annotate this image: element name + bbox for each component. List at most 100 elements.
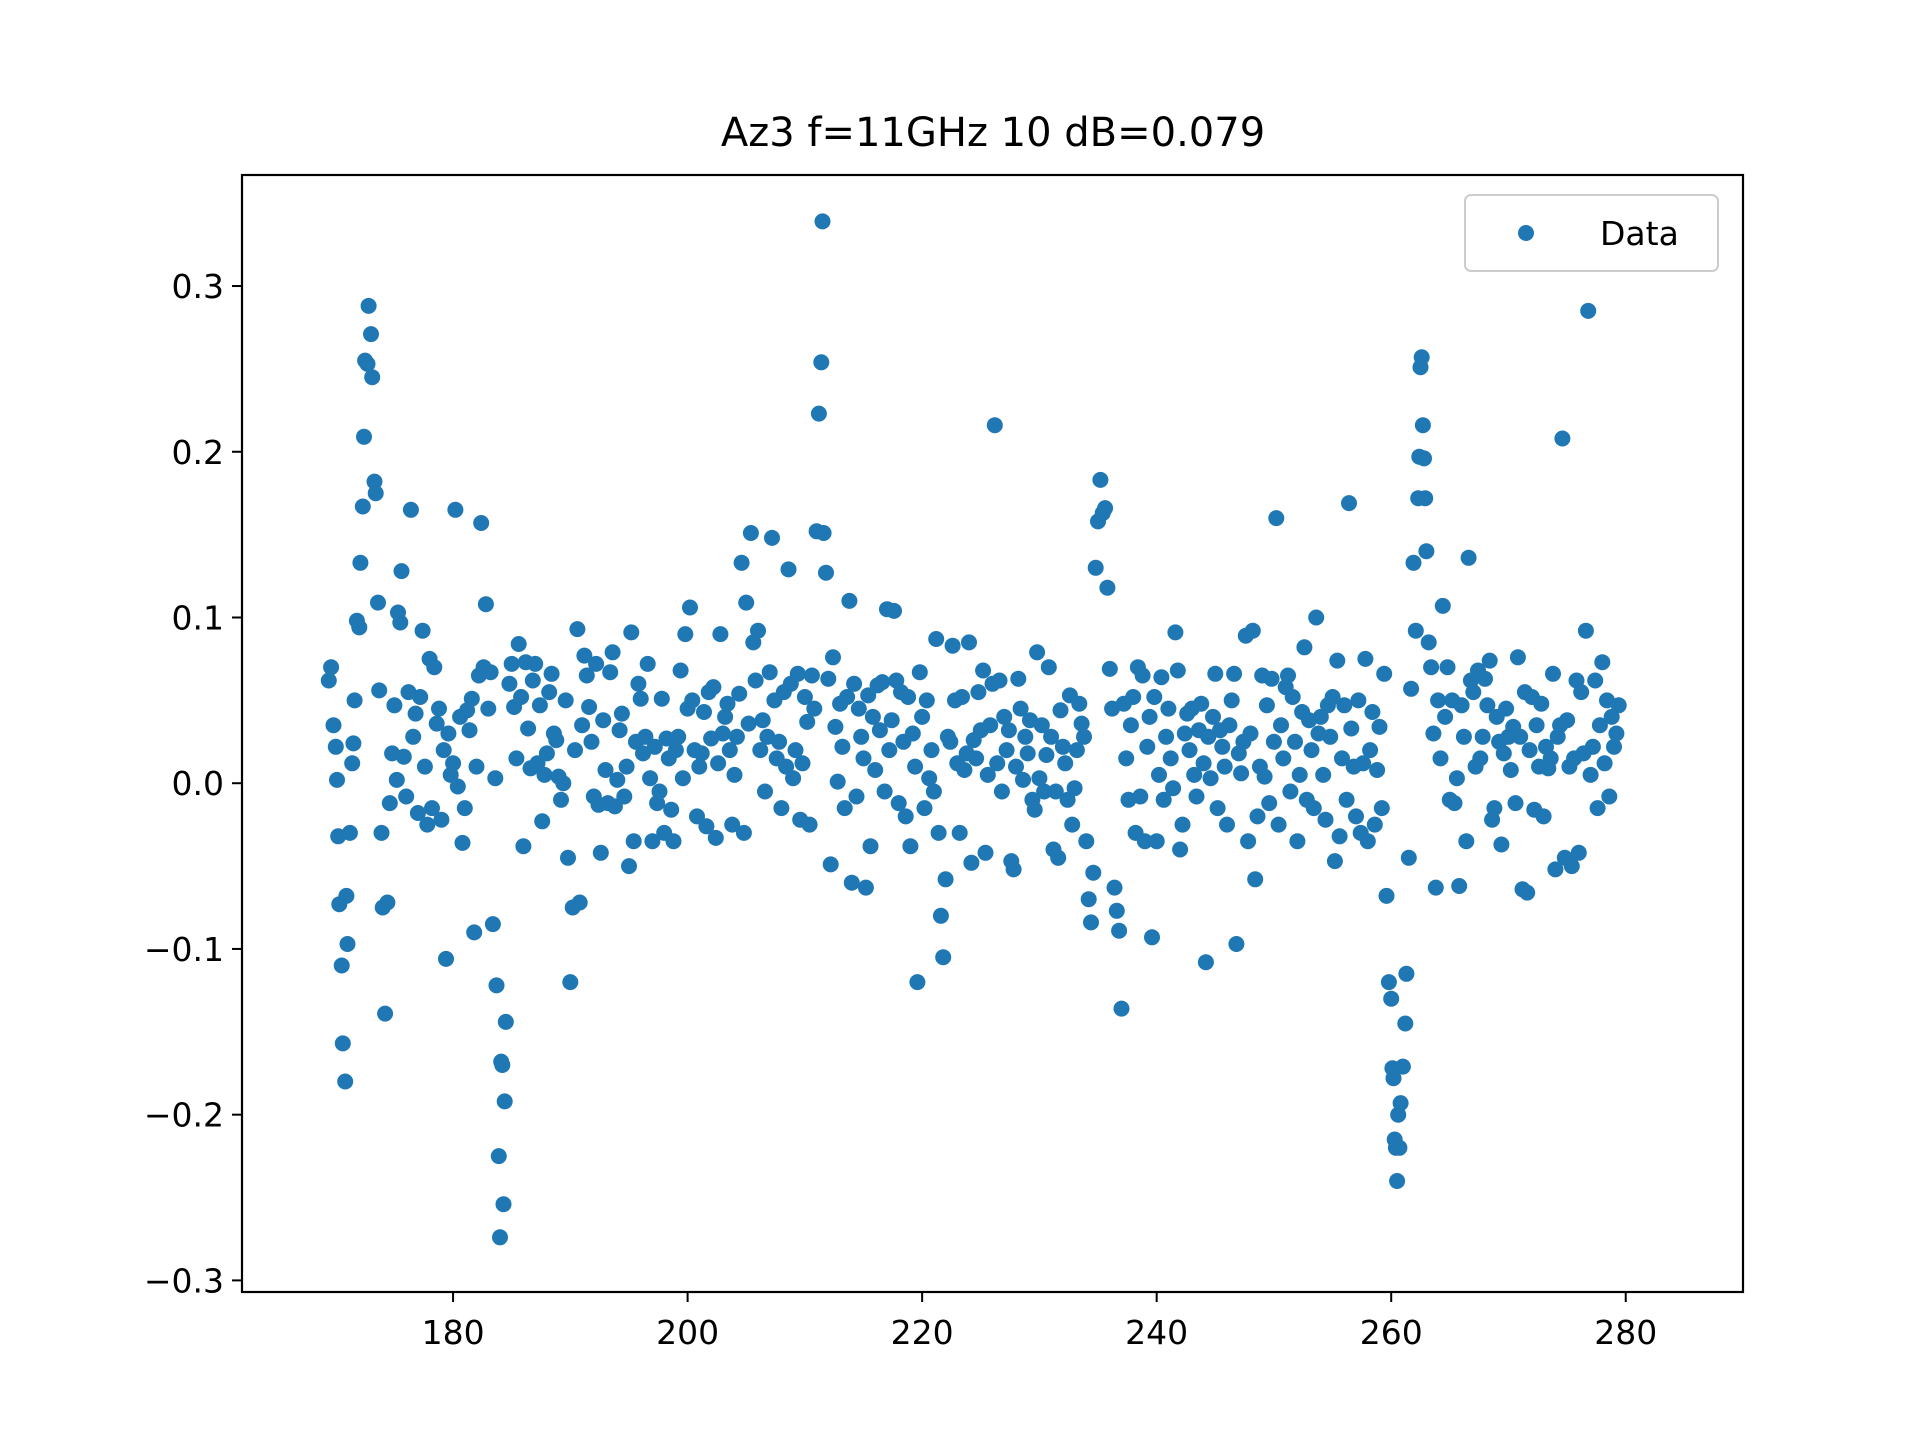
data-point — [825, 649, 841, 666]
data-point — [1029, 644, 1046, 661]
data-point — [1477, 670, 1493, 687]
data-point — [1423, 659, 1440, 676]
data-point — [501, 675, 518, 692]
data-point — [644, 833, 661, 850]
data-point — [1427, 879, 1444, 896]
data-point — [857, 879, 874, 896]
y-tick-label: −0.3 — [144, 1261, 224, 1300]
data-point — [1068, 742, 1085, 759]
data-point — [916, 800, 933, 817]
data-point — [1509, 649, 1526, 666]
data-point — [996, 708, 1013, 725]
data-point — [431, 700, 447, 717]
data-point — [897, 808, 914, 825]
data-point — [597, 762, 614, 778]
data-point — [982, 717, 999, 734]
data-point — [764, 529, 780, 546]
data-point — [1502, 762, 1519, 778]
x-tick-label: 260 — [1360, 1313, 1423, 1352]
legend-marker — [1518, 225, 1534, 241]
data-point — [848, 788, 865, 805]
data-point — [581, 699, 598, 715]
data-point — [346, 692, 363, 709]
data-point — [341, 824, 358, 841]
data-point — [1350, 692, 1367, 709]
data-point — [975, 662, 992, 679]
data-point — [1398, 965, 1415, 982]
data-point — [524, 672, 541, 689]
data-point — [1047, 783, 1064, 800]
data-point — [651, 783, 668, 800]
data-point — [1432, 750, 1449, 767]
data-point — [1495, 745, 1512, 762]
data-point — [1256, 768, 1273, 785]
data-point — [839, 689, 856, 705]
data-point — [1226, 665, 1243, 682]
data-point — [1519, 884, 1536, 901]
data-point — [1181, 742, 1198, 759]
data-point — [862, 838, 879, 855]
data-point — [1336, 697, 1353, 714]
data-point — [1258, 697, 1275, 714]
data-point — [1240, 833, 1257, 850]
data-point — [1608, 725, 1625, 742]
data-point — [1064, 816, 1081, 833]
plot-area-frame — [240, 173, 1745, 1294]
data-point — [449, 778, 466, 795]
data-point — [1106, 879, 1123, 896]
data-point — [1284, 689, 1301, 705]
data-point — [1125, 689, 1142, 705]
data-point — [672, 662, 689, 679]
data-point — [902, 838, 919, 855]
y-tick-label: 0.2 — [172, 433, 224, 472]
data-point — [1458, 833, 1475, 850]
data-point — [1132, 788, 1149, 805]
data-point — [1312, 708, 1329, 725]
data-point — [921, 770, 938, 787]
data-point — [571, 894, 588, 911]
data-point — [541, 684, 558, 701]
data-point — [1078, 833, 1095, 850]
data-point — [1391, 1139, 1408, 1156]
data-point — [874, 674, 891, 691]
data-point — [527, 655, 544, 672]
data-point — [1273, 717, 1289, 734]
x-tick-label: 220 — [891, 1313, 954, 1352]
data-point — [1144, 929, 1160, 946]
data-point — [1420, 634, 1437, 651]
data-point — [1425, 725, 1442, 742]
data-point — [1535, 808, 1552, 825]
data-point — [968, 750, 985, 767]
data-point — [1205, 708, 1221, 725]
data-point — [1472, 750, 1489, 767]
data-point — [724, 816, 741, 833]
data-point — [639, 655, 656, 672]
data-point — [1348, 808, 1364, 825]
data-point — [815, 525, 832, 541]
data-point — [1151, 766, 1167, 783]
data-point — [1052, 702, 1069, 719]
data-point — [463, 690, 480, 707]
data-point — [890, 795, 907, 812]
data-point — [583, 733, 600, 750]
data-point — [371, 682, 388, 699]
data-point — [998, 742, 1015, 759]
data-point — [871, 722, 888, 739]
data-point — [623, 624, 640, 641]
data-point — [405, 728, 422, 745]
data-point — [1603, 708, 1620, 725]
data-point — [658, 730, 675, 747]
data-point — [813, 354, 830, 371]
data-point — [1392, 1095, 1409, 1112]
data-point — [836, 800, 853, 817]
data-point — [1357, 650, 1374, 667]
data-point — [696, 704, 712, 720]
data-point — [1606, 738, 1622, 755]
data-point — [1136, 833, 1153, 850]
legend-label-data: Data — [1600, 214, 1679, 253]
data-point — [1383, 990, 1400, 1007]
data-point — [359, 355, 376, 372]
data-point — [712, 626, 729, 643]
data-point — [1610, 697, 1627, 714]
data-point — [977, 844, 994, 861]
